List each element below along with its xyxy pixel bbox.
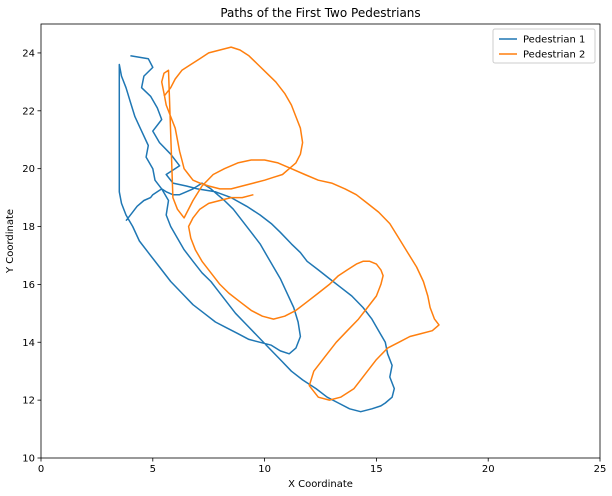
x-axis-label: X Coordinate [288, 479, 353, 490]
series-line-1 [118, 55, 396, 413]
x-tick-label: 10 [258, 464, 271, 475]
x-axis: 0 5 10 15 20 25 [38, 458, 607, 475]
chart-title: Paths of the First Two Pedestrians [220, 6, 420, 20]
y-tick-label: 18 [22, 222, 35, 233]
legend-box [492, 28, 596, 64]
y-tick-label: 20 [22, 164, 35, 175]
x-tick-label: 15 [370, 464, 383, 475]
y-tick-label: 24 [22, 48, 35, 59]
series-line-2 [160, 46, 440, 401]
y-tick-label: 22 [22, 106, 35, 117]
series-layer [118, 46, 440, 413]
x-tick-label: 0 [38, 464, 44, 475]
legend: Pedestrian 1 Pedestrian 2 [492, 28, 596, 64]
y-tick-label: 14 [22, 338, 35, 349]
y-tick-label: 16 [22, 280, 35, 291]
y-axis-label: Y Coordinate [5, 209, 16, 274]
y-tick-label: 12 [22, 396, 35, 407]
plot-frame [40, 23, 601, 459]
x-tick-label: 20 [482, 464, 495, 475]
y-tick-label: 10 [22, 454, 35, 465]
y-axis: 10 12 14 16 18 20 22 24 [22, 48, 41, 465]
x-tick-label: 5 [150, 464, 156, 475]
x-tick-label: 25 [594, 464, 607, 475]
legend-label-2: Pedestrian 2 [523, 50, 585, 61]
legend-label-1: Pedestrian 1 [523, 35, 585, 46]
